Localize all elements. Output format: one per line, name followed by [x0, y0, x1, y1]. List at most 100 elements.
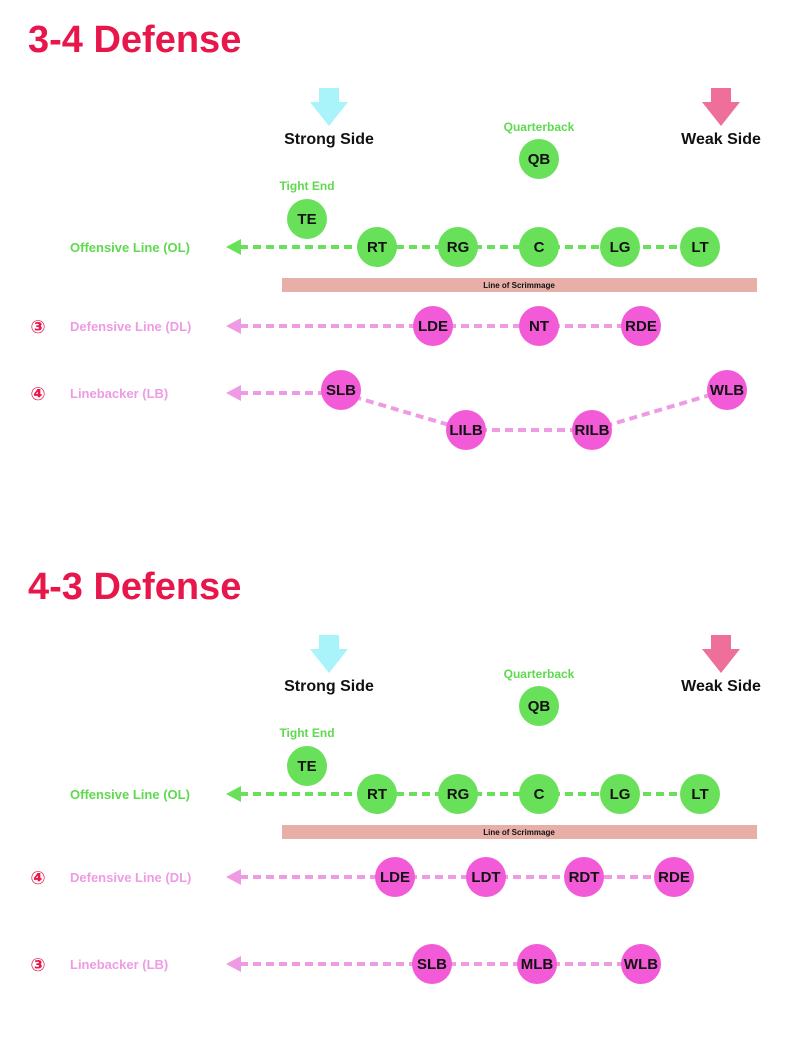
section-1-player-rg-label: RG: [447, 239, 470, 256]
section-2-player-mlb-label: MLB: [521, 956, 554, 973]
section-2-weak-side-label: Weak Side: [681, 678, 761, 695]
section-2-player-ldt-label: LDT: [471, 869, 500, 886]
section-1-strong-side-arrow-icon: [310, 88, 348, 126]
section-2-player-lde: LDE: [375, 857, 415, 897]
section-1-player-wlb-label: WLB: [710, 382, 744, 399]
section-2-te-caption: Tight End: [279, 726, 334, 740]
section-1-player-lg-label: LG: [610, 239, 631, 256]
section-1-linebacker-connector-2: [340, 391, 467, 432]
section-1-te-caption: Tight End: [279, 179, 334, 193]
section-2-linebacker-arrow-icon: [226, 956, 241, 972]
section-1-player-rde: RDE: [621, 306, 661, 346]
section-2-player-lde-label: LDE: [380, 869, 410, 886]
section-2-player-rg-circle: [438, 774, 478, 814]
section-1-player-rilb-circle: [572, 410, 612, 450]
section-1-player-lde: LDE: [413, 306, 453, 346]
section-1-player-rde-circle: [621, 306, 661, 346]
section-2-player-lt-circle: [680, 774, 720, 814]
section-2-player-slb-label: SLB: [417, 956, 447, 973]
section-1-strong-side-label: Strong Side: [284, 131, 374, 148]
section-2-player-c: C: [519, 774, 559, 814]
section-1-weak-side-label: Weak Side: [681, 131, 761, 148]
section-1-player-rg-circle: [438, 227, 478, 267]
section-2-player-rdt: RDT: [564, 857, 604, 897]
section-2-player-rt: RT: [357, 774, 397, 814]
section-2-player-c-circle: [519, 774, 559, 814]
section-2-linebacker-count: ③: [30, 955, 45, 975]
section-1-player-lt: LT: [680, 227, 720, 267]
section-2-line-of-scrimmage: [282, 825, 757, 839]
section-1-player-rg: RG: [438, 227, 478, 267]
section-1-player-rde-label: RDE: [625, 318, 657, 335]
section-1-player-lt-label: LT: [691, 239, 708, 256]
section-2-player-ldt-circle: [466, 857, 506, 897]
section-1-player-lde-circle: [413, 306, 453, 346]
section-1-weak-side-arrow-icon: [702, 88, 740, 126]
section-2-player-rg-label: RG: [447, 786, 470, 803]
section-1-player-c-circle: [519, 227, 559, 267]
section-2-player-slb-circle: [412, 944, 452, 984]
section-2-player-lt: LT: [680, 774, 720, 814]
section-1-player-qb-circle: [519, 139, 559, 179]
section-1-player-nt: NT: [519, 306, 559, 346]
section-1-player-lde-label: LDE: [418, 318, 448, 335]
section-2-defensive-line-count: ④: [30, 868, 45, 888]
section-2-player-rde: RDE: [654, 857, 694, 897]
section-1-player-rilb: RILB: [572, 410, 612, 450]
section-2-player-mlb: MLB: [517, 944, 557, 984]
section-1-player-nt-label: NT: [529, 318, 549, 335]
section-2-defensive-line-arrow-icon: [226, 869, 241, 885]
section-1-player-qb-label: QB: [528, 151, 551, 168]
section-1-defensive-line-count: ③: [30, 317, 45, 337]
section-1-player-slb-circle: [321, 370, 361, 410]
section-1-line-of-scrimmage-label: Line of Scrimmage: [483, 281, 555, 290]
section-2-defensive-line-label: Defensive Line (DL): [70, 870, 191, 885]
section-1-linebacker-arrow-icon: [226, 385, 241, 401]
section-2-player-rde-label: RDE: [658, 869, 690, 886]
section-2-player-rdt-circle: [564, 857, 604, 897]
section-1-defensive-line-arrow-icon: [226, 318, 241, 334]
section-1-player-lilb: LILB: [446, 410, 486, 450]
section-2-player-lg-circle: [600, 774, 640, 814]
section-1-player-lt-circle: [680, 227, 720, 267]
section-2-player-qb-circle: [519, 686, 559, 726]
section-2-player-rde-circle: [654, 857, 694, 897]
section-2-player-te: TE: [287, 746, 327, 786]
section-2-player-rt-label: RT: [367, 786, 387, 803]
section-1-player-rilb-label: RILB: [575, 422, 610, 439]
section-1-player-wlb-circle: [707, 370, 747, 410]
section-1-player-te: TE: [287, 199, 327, 239]
section-2-player-rdt-label: RDT: [569, 869, 600, 886]
section-2-player-c-label: C: [534, 786, 545, 803]
section-2-qb-caption: Quarterback: [504, 667, 575, 681]
section-1-player-slb: SLB: [321, 370, 361, 410]
section-2-player-te-label: TE: [297, 758, 316, 775]
section-2-weak-side-arrow-icon: [702, 635, 740, 673]
section-1-player-c: C: [519, 227, 559, 267]
section-1-player-te-label: TE: [297, 211, 316, 228]
section-2-player-te-circle: [287, 746, 327, 786]
section-1-line-of-scrimmage: [282, 278, 757, 292]
section-1-player-rt: RT: [357, 227, 397, 267]
section-1-player-nt-circle: [519, 306, 559, 346]
section-1-offensive-line-arrow-icon: [226, 239, 241, 255]
section-1-linebacker-count: ④: [30, 384, 45, 404]
section-1-player-lilb-circle: [446, 410, 486, 450]
section-1-player-wlb: WLB: [707, 370, 747, 410]
section-1-player-rt-label: RT: [367, 239, 387, 256]
section-2-player-wlb-circle: [621, 944, 661, 984]
section-2-player-slb: SLB: [412, 944, 452, 984]
section-2-offensive-line-arrow-icon: [226, 786, 241, 802]
section-2-player-lt-label: LT: [691, 786, 708, 803]
section-2-title: 4-3 Defense: [28, 566, 241, 608]
section-2-player-mlb-circle: [517, 944, 557, 984]
section-2-strong-side-label: Strong Side: [284, 678, 374, 695]
section-2-player-ldt: LDT: [466, 857, 506, 897]
section-1-offensive-line-label: Offensive Line (OL): [70, 240, 190, 255]
section-1-player-te-circle: [287, 199, 327, 239]
section-2-player-qb-label: QB: [528, 698, 551, 715]
section-2-linebacker-label: Linebacker (LB): [70, 957, 168, 972]
section-1-player-lilb-label: LILB: [449, 422, 482, 439]
section-2-player-rt-circle: [357, 774, 397, 814]
section-1-linebacker-connector-4: [591, 388, 728, 432]
